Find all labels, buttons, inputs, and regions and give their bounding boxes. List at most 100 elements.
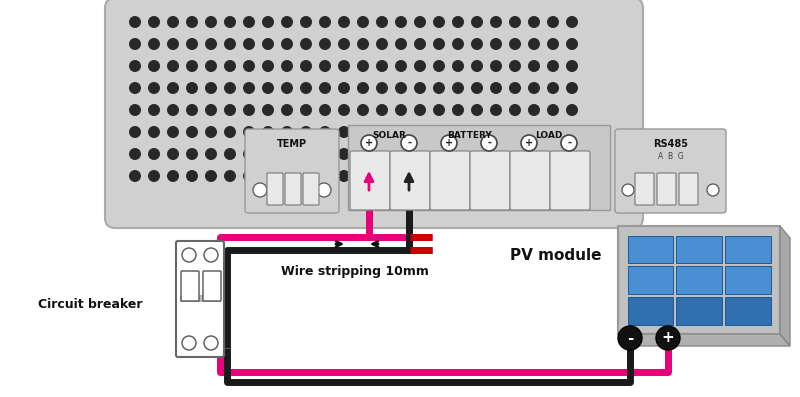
Circle shape (129, 82, 141, 94)
Circle shape (319, 16, 331, 28)
Circle shape (338, 60, 350, 72)
Circle shape (224, 60, 236, 72)
Circle shape (490, 148, 502, 160)
Text: A  B  G: A B G (658, 152, 683, 161)
Bar (618, 226, 780, 334)
Circle shape (376, 82, 388, 94)
Circle shape (566, 126, 578, 138)
Circle shape (148, 16, 160, 28)
Circle shape (319, 60, 331, 72)
Circle shape (566, 60, 578, 72)
Circle shape (433, 104, 445, 116)
Circle shape (547, 60, 559, 72)
Circle shape (300, 148, 312, 160)
Circle shape (521, 135, 537, 151)
Circle shape (547, 38, 559, 50)
Circle shape (243, 16, 255, 28)
Circle shape (707, 184, 719, 196)
Circle shape (528, 126, 540, 138)
Circle shape (566, 16, 578, 28)
FancyBboxPatch shape (615, 129, 726, 213)
Circle shape (205, 104, 217, 116)
FancyBboxPatch shape (176, 241, 224, 357)
Circle shape (622, 184, 634, 196)
Circle shape (148, 170, 160, 182)
Circle shape (414, 60, 426, 72)
Circle shape (471, 170, 483, 182)
Circle shape (338, 148, 350, 160)
Circle shape (528, 148, 540, 160)
Circle shape (357, 60, 369, 72)
Circle shape (528, 38, 540, 50)
Circle shape (186, 82, 198, 94)
Text: +: + (662, 330, 674, 345)
Bar (725, 266, 770, 294)
Circle shape (414, 170, 426, 182)
Circle shape (167, 16, 179, 28)
Circle shape (471, 38, 483, 50)
Circle shape (262, 38, 274, 50)
Circle shape (224, 126, 236, 138)
Text: +: + (445, 138, 453, 148)
Circle shape (338, 38, 350, 50)
Circle shape (376, 170, 388, 182)
Circle shape (338, 126, 350, 138)
Circle shape (395, 148, 407, 160)
Circle shape (243, 170, 255, 182)
Circle shape (148, 104, 160, 116)
Circle shape (300, 16, 312, 28)
Circle shape (300, 104, 312, 116)
Circle shape (433, 148, 445, 160)
Circle shape (547, 104, 559, 116)
Bar (627, 266, 673, 294)
Circle shape (262, 60, 274, 72)
Circle shape (376, 104, 388, 116)
Circle shape (509, 16, 521, 28)
Circle shape (224, 104, 236, 116)
Circle shape (129, 60, 141, 72)
Circle shape (281, 104, 293, 116)
Circle shape (224, 16, 236, 28)
Circle shape (528, 16, 540, 28)
Circle shape (566, 38, 578, 50)
Circle shape (471, 104, 483, 116)
Circle shape (509, 104, 521, 116)
Text: Wire stripping 10mm: Wire stripping 10mm (281, 266, 429, 279)
Circle shape (433, 170, 445, 182)
Circle shape (167, 148, 179, 160)
Circle shape (319, 38, 331, 50)
Circle shape (281, 126, 293, 138)
Circle shape (300, 170, 312, 182)
Circle shape (186, 38, 198, 50)
Circle shape (129, 148, 141, 160)
Circle shape (618, 326, 642, 350)
Circle shape (262, 170, 274, 182)
Circle shape (204, 336, 218, 350)
Circle shape (281, 82, 293, 94)
Circle shape (148, 126, 160, 138)
Bar (725, 297, 770, 324)
Circle shape (547, 170, 559, 182)
Bar (676, 235, 722, 263)
Circle shape (481, 135, 497, 151)
Circle shape (338, 16, 350, 28)
Circle shape (414, 104, 426, 116)
Circle shape (471, 148, 483, 160)
Circle shape (509, 60, 521, 72)
Circle shape (490, 60, 502, 72)
Circle shape (401, 135, 417, 151)
Circle shape (441, 135, 457, 151)
Circle shape (395, 16, 407, 28)
Circle shape (205, 82, 217, 94)
Circle shape (452, 82, 464, 94)
Circle shape (433, 82, 445, 94)
Circle shape (167, 126, 179, 138)
Polygon shape (780, 226, 790, 346)
Circle shape (204, 248, 218, 262)
Circle shape (243, 148, 255, 160)
Circle shape (182, 336, 196, 350)
Circle shape (224, 38, 236, 50)
Circle shape (300, 82, 312, 94)
Circle shape (205, 60, 217, 72)
Circle shape (148, 60, 160, 72)
